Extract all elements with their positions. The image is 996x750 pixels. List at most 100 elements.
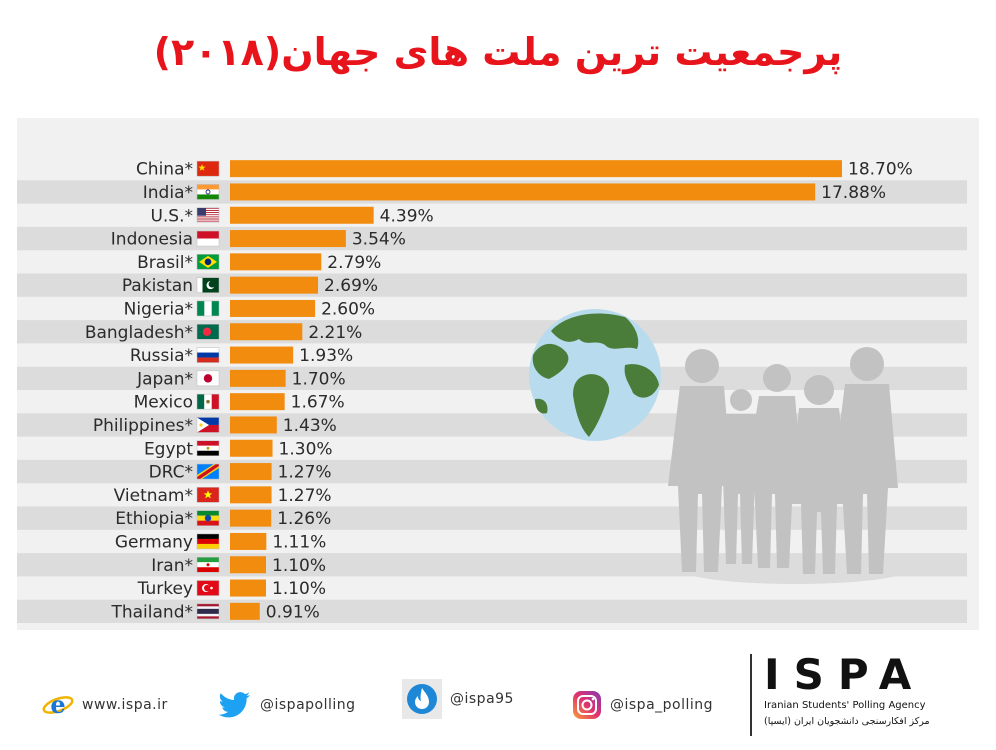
people-silhouette (668, 347, 907, 584)
value-label: 17.88% (821, 183, 886, 203)
bar (230, 532, 267, 550)
bar (230, 160, 842, 178)
drc-flag (196, 463, 220, 480)
category-label: Bangladesh* (85, 323, 193, 343)
category-label: Pakistan (122, 276, 193, 296)
ispa-logo: ISPA (764, 650, 926, 699)
category-label: Vietnam* (114, 486, 193, 506)
website-link[interactable]: e www.ispa.ir (42, 690, 168, 720)
bar (230, 276, 319, 294)
footer: e www.ispa.ir @ispapolling @ispa95 (0, 640, 996, 750)
category-label: Russia* (130, 346, 193, 366)
category-label: Thailand* (110, 602, 193, 622)
value-label: 18.70% (848, 160, 913, 180)
bar (230, 230, 346, 248)
value-label: 1.27% (278, 463, 332, 483)
category-label: Mexico (134, 393, 193, 413)
soroush-link[interactable]: @ispa95 (402, 679, 514, 719)
thailand-flag (196, 603, 220, 620)
category-label: Iran* (151, 556, 193, 576)
agency-name-fa: مرکز افکارسنجی دانشجویان ایران (ایسپا) (764, 716, 930, 727)
turkey-flag (196, 580, 220, 596)
value-label: 2.79% (327, 253, 381, 273)
value-label: 1.11% (272, 532, 326, 552)
twitter-text: @ispapolling (260, 697, 356, 713)
category-label: Ethiopia* (115, 509, 193, 529)
bar (230, 463, 272, 481)
internet-explorer-icon: e (42, 691, 74, 719)
category-label: Egypt (144, 439, 193, 459)
category-label: Turkey (137, 579, 193, 599)
value-label: 1.10% (272, 579, 326, 599)
value-label: 1.93% (299, 346, 353, 366)
bar (230, 486, 272, 504)
value-label: 1.70% (292, 369, 346, 389)
bar (230, 183, 816, 201)
iran-flag (196, 557, 220, 573)
category-label: Japan* (136, 369, 193, 389)
value-label: 2.21% (308, 323, 362, 343)
bar (230, 369, 286, 387)
footer-divider (750, 654, 752, 736)
category-label: Nigeria* (124, 299, 193, 319)
website-text: www.ispa.ir (82, 697, 168, 713)
value-label: 1.26% (277, 509, 331, 529)
bar (230, 439, 273, 457)
instagram-icon (573, 691, 601, 719)
value-label: 1.43% (283, 416, 337, 436)
nigeria-flag (196, 300, 220, 317)
bar (230, 253, 322, 271)
indonesia-flag (196, 230, 220, 247)
china-flag (196, 160, 220, 177)
us-flag (196, 207, 220, 223)
pakistan-flag (196, 277, 220, 293)
category-label: Indonesia (111, 230, 193, 250)
agency-name-en: Iranian Students' Polling Agency (764, 700, 926, 711)
bar (230, 602, 260, 620)
chart-title: پرجمعیت ترین ملت های جهان(۲۰۱۸) (153, 30, 843, 74)
bar (230, 393, 285, 411)
value-label: 1.10% (272, 556, 326, 576)
bar (230, 299, 316, 317)
brazil-flag (196, 254, 220, 270)
bar (230, 579, 266, 597)
india-flag (196, 184, 220, 200)
value-label: 1.30% (279, 439, 333, 459)
bangladesh-flag (196, 324, 220, 340)
category-label: DRC* (149, 463, 193, 483)
category-label: Germany (115, 532, 193, 552)
instagram-link[interactable]: @ispa_polling (572, 690, 713, 720)
globe-icon (529, 309, 661, 441)
philippines-flag (196, 417, 220, 433)
category-label: China* (136, 160, 193, 180)
egypt-flag (196, 440, 220, 456)
soroush-icon (402, 679, 442, 719)
japan-flag (196, 370, 220, 387)
bar (230, 556, 266, 574)
value-label: 2.69% (324, 276, 378, 296)
bar (230, 346, 294, 364)
twitter-link[interactable]: @ispapolling (218, 690, 356, 720)
value-label: 4.39% (380, 206, 434, 226)
russia-flag (196, 347, 220, 363)
mexico-flag (196, 393, 220, 410)
bar (230, 206, 374, 224)
ethiopia-flag (196, 510, 220, 526)
category-label: U.S.* (150, 206, 193, 226)
vietnam-flag (196, 487, 220, 503)
value-label: 0.91% (266, 602, 320, 622)
bar (230, 416, 277, 434)
value-label: 2.60% (321, 299, 375, 319)
bar-chart: China* 18.70% India* 17.88% U.S.* 4.39% Indone… (17, 160, 967, 623)
bar (230, 323, 303, 341)
value-label: 1.27% (278, 486, 332, 506)
category-label: Philippines* (93, 416, 193, 436)
value-label: 3.54% (352, 230, 406, 250)
category-label: Brasil* (137, 253, 193, 273)
germany-flag (196, 533, 220, 550)
svg-text:e: e (50, 691, 65, 719)
twitter-icon (218, 692, 250, 718)
chart-panel: China* 18.70% India* 17.88% U.S.* 4.39% Indone… (17, 118, 979, 630)
bar (230, 509, 272, 527)
category-label: India* (143, 183, 193, 203)
